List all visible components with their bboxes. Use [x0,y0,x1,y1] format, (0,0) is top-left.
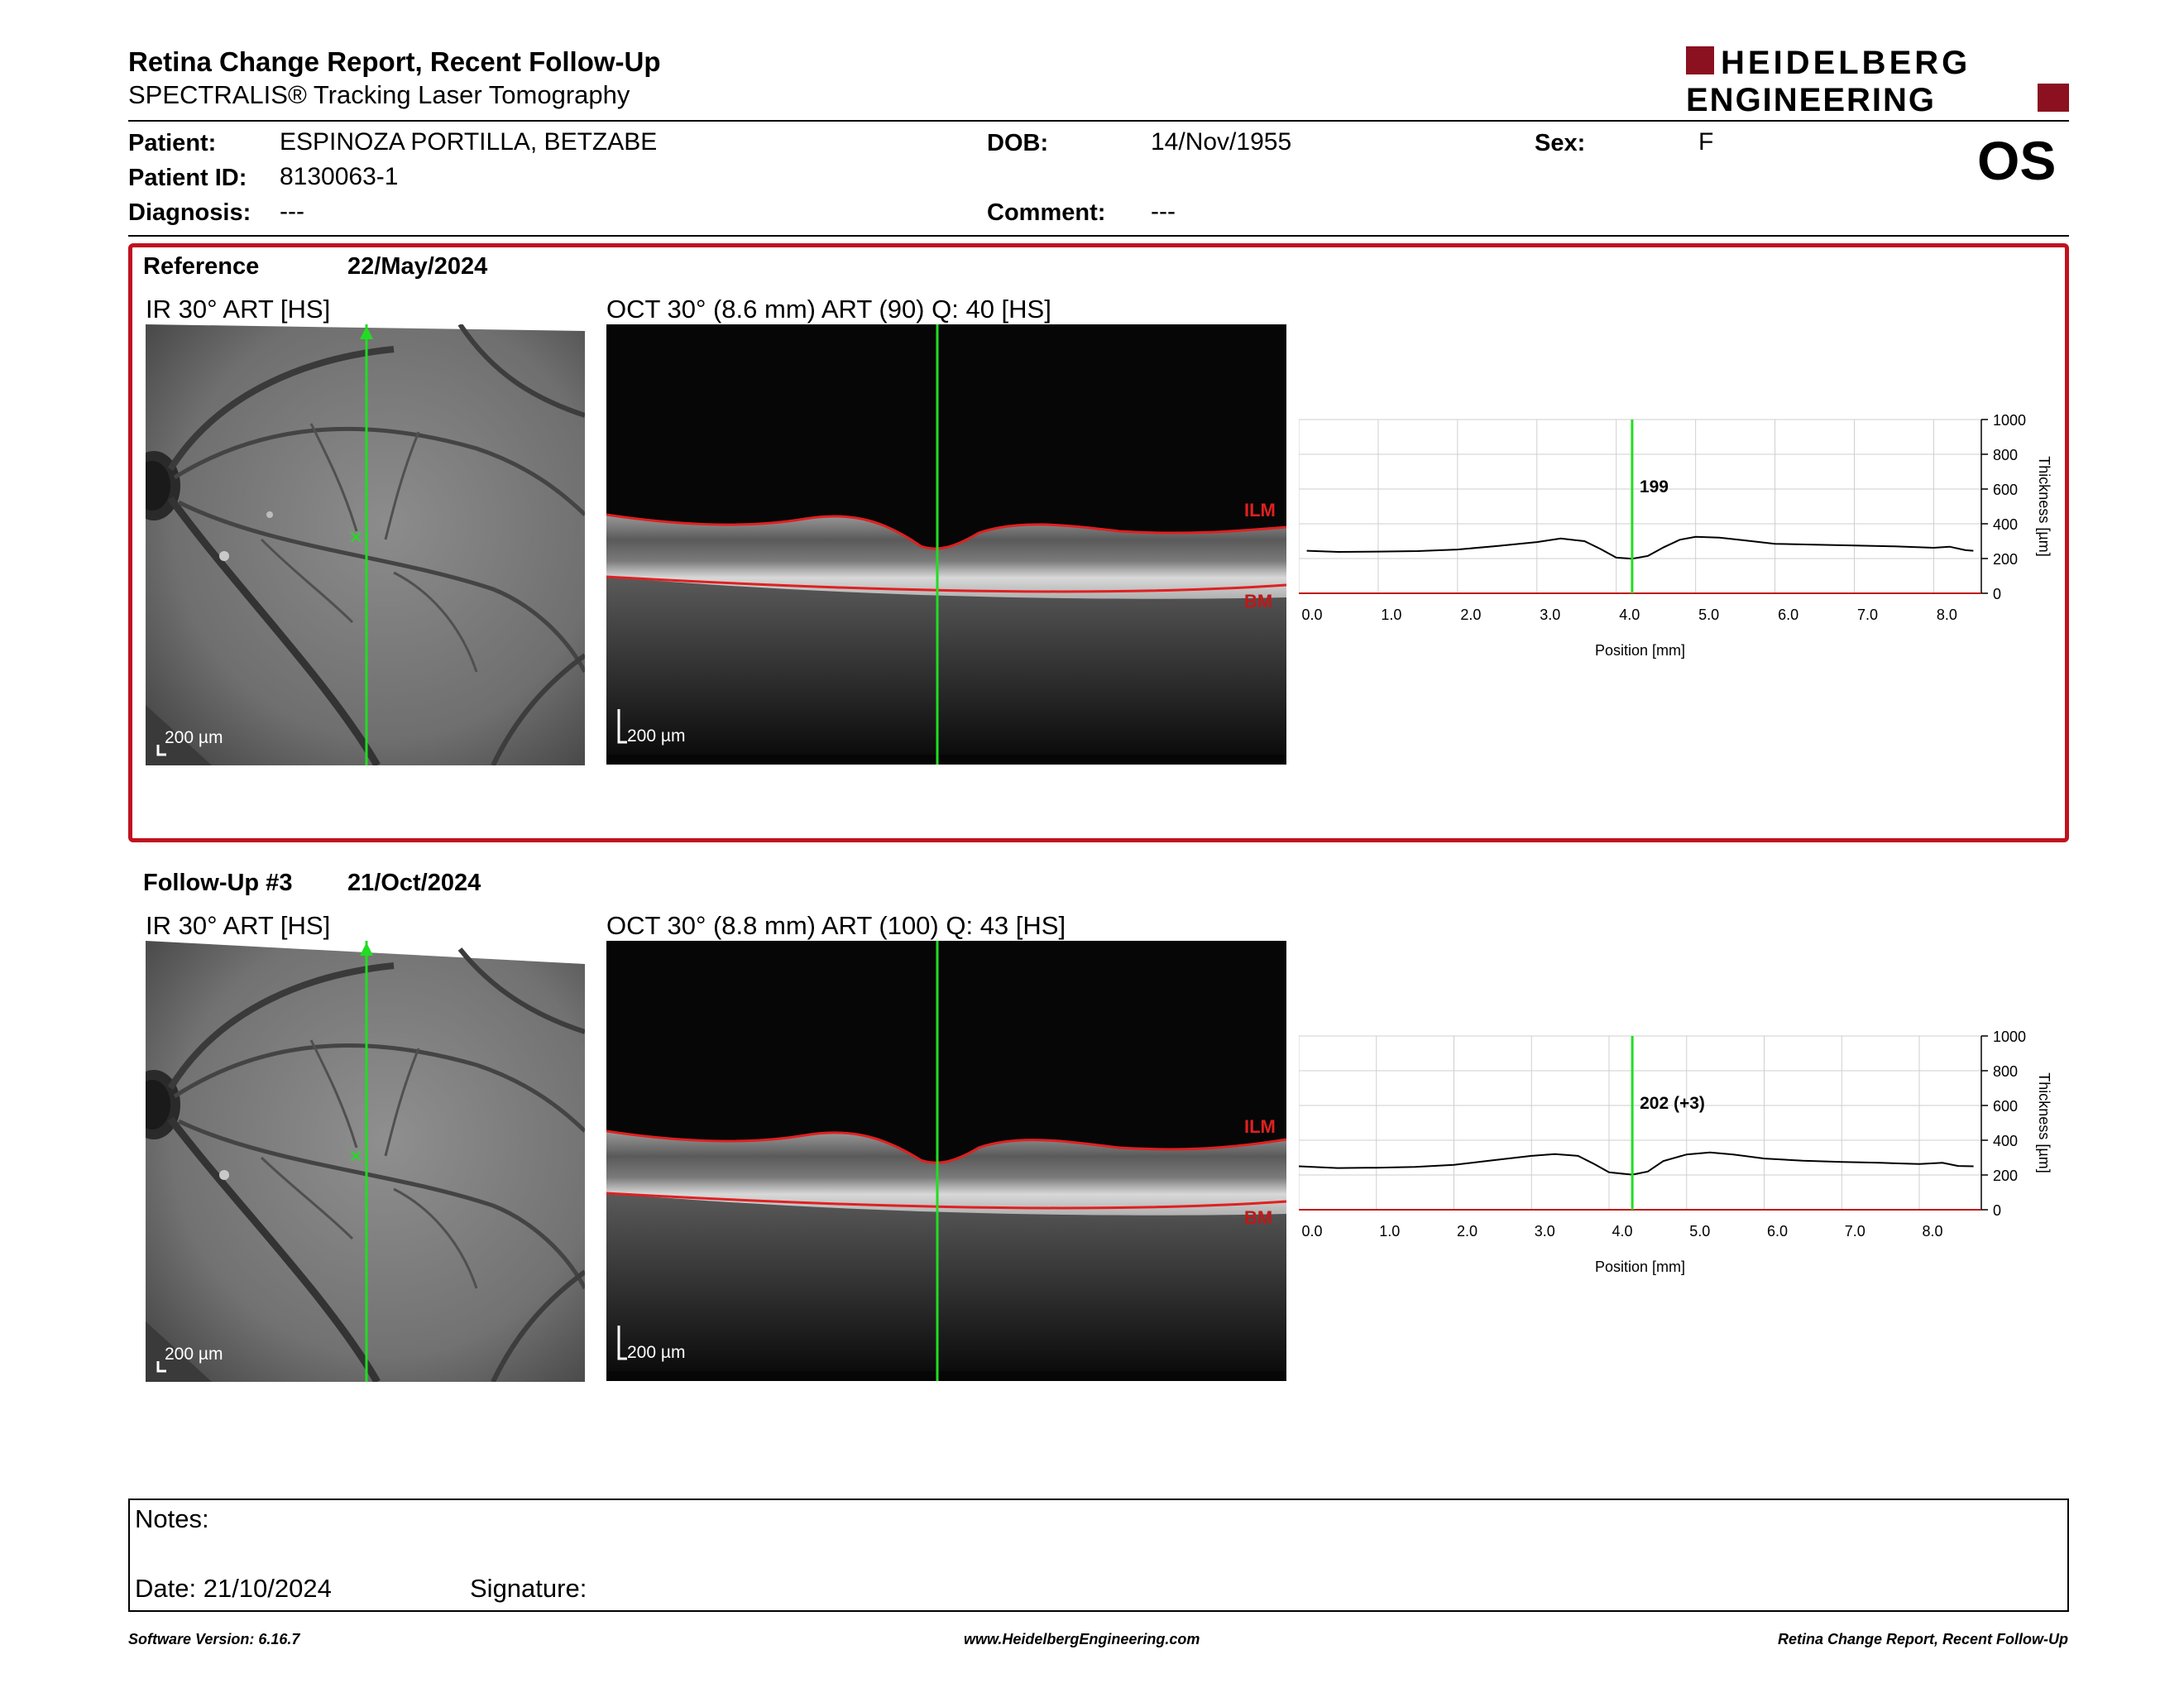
signature-label: Signature: [470,1574,587,1603]
followup-date: 21/Oct/2024 [347,870,481,896]
chart-y-tick-label: 400 [1993,516,2018,533]
chart-x-tick-label: 7.0 [1857,607,1878,623]
chart-x-tick-label: 8.0 [1937,607,1957,623]
chart-x-tick-label: 3.0 [1535,1223,1555,1240]
reference-title: Reference [143,253,260,280]
followup-ilm-label: ILM [1244,1116,1276,1137]
report-title: Retina Change Report, Recent Follow-Up [128,46,661,77]
followup-oct-bscan-image[interactable]: ILM BM 200 µm [606,941,1286,1381]
followup-thickness-chart: 0.0 1.0 2.0 3.0 4.0 5.0 6.0 7.0 8.0 0 200 400 600 800… [1298,1026,2060,1291]
reference-frame [128,243,2069,842]
chart-x-tick-label: 2.0 [1460,607,1481,623]
heidelberg-logo: HEIDELBERG ENGINEERING [1686,45,2069,118]
sex-value: F [1698,128,1714,156]
notes-date: Date: 21/10/2024 [135,1574,332,1603]
diagnosis-value: --- [280,198,304,225]
chart-x-tick-label: 1.0 [1379,1223,1400,1240]
chart-x-tick-label: 0.0 [1301,1223,1322,1240]
svg-text:✕: ✕ [348,527,363,548]
patient-name: ESPINOZA PORTILLA, BETZABE [280,128,658,156]
footer-software-version: Software Version: 6.16.7 [128,1631,300,1647]
footer-report-name: Retina Change Report, Recent Follow-Up [1777,1631,2068,1647]
comment-label: Comment: [987,199,1106,226]
chart-y-axis-label: Thickness [µm] [2036,456,2052,556]
dob-value: 14/Nov/1955 [1151,128,1292,156]
eye-laterality: OS [1977,130,2057,191]
logo-text-line1: HEIDELBERG [1721,45,1971,81]
notes-label: Notes: [135,1504,209,1533]
report-subtitle: SPECTRALIS® Tracking Laser Tomography [128,80,630,109]
chart-y-tick-label: 1000 [1993,412,2026,429]
chart-y-tick-label: 800 [1993,447,2018,463]
chart-y-tick-label: 600 [1993,1098,2018,1115]
footer-website-link[interactable]: www.HeidelbergEngineering.com [964,1631,1200,1647]
chart-x-axis-label: Position [mm] [1595,642,1685,659]
followup-ir-caption: IR 30° ART [HS] [146,911,331,940]
chart-y-tick-label: 200 [1993,551,2018,568]
header-divider [128,120,2069,122]
followup-ir-fundus-image[interactable]: ✕ 200 µm [146,941,585,1382]
chart-y-tick-label: 400 [1993,1133,2018,1149]
reference-oct-scale-bar: 200 µm [627,727,686,746]
followup-title: Follow-Up #3 [143,870,293,896]
logo-text-line2: ENGINEERING [1686,82,1936,114]
patient-divider [128,235,2069,237]
chart-x-tick-label: 5.0 [1698,607,1719,623]
followup-oct-scale-bar: 200 µm [627,1343,686,1362]
chart-x-tick-label: 3.0 [1540,607,1560,623]
thickness-series-line [1298,1151,1974,1176]
thickness-series-line [1306,535,1974,560]
notes-box[interactable] [128,1499,2069,1612]
chart-cursor-value-label: 199 [1640,477,1669,496]
chart-x-tick-label: 5.0 [1689,1223,1710,1240]
reference-bm-label: BM [1244,591,1273,611]
chart-x-tick-label: 6.0 [1778,607,1798,623]
reference-ir-caption: IR 30° ART [HS] [146,295,331,324]
chart-y-tick-label: 800 [1993,1063,2018,1080]
chart-cursor-value-label: 202 (+3) [1640,1094,1705,1113]
chart-y-tick-label: 600 [1993,482,2018,498]
reference-ir-fundus-image[interactable]: ✕ 200 µm [146,324,585,765]
sex-label: Sex: [1535,130,1586,156]
chart-x-tick-label: 8.0 [1922,1223,1942,1240]
followup-bm-label: BM [1244,1207,1273,1228]
chart-y-tick-label: 0 [1993,586,2001,602]
reference-thickness-chart: 0.0 1.0 2.0 3.0 4.0 5.0 6.0 7.0 8.0 0 200 400 600 800… [1298,410,2060,674]
svg-text:✕: ✕ [348,1146,363,1167]
chart-y-axis-label: Thickness [µm] [2036,1072,2052,1172]
chart-x-tick-label: 7.0 [1845,1223,1866,1240]
patient-id-label: Patient ID: [128,165,247,191]
chart-x-tick-label: 6.0 [1767,1223,1788,1240]
followup-ir-scale-bar: 200 µm [165,1345,223,1364]
dob-label: DOB: [987,130,1049,156]
followup-oct-caption: OCT 30° (8.8 mm) ART (100) Q: 43 [HS] [606,911,1066,940]
chart-x-axis-label: Position [mm] [1595,1259,1685,1275]
chart-x-tick-label: 0.0 [1301,607,1322,623]
patient-label: Patient: [128,130,217,156]
patient-id-value: 8130063-1 [280,163,399,190]
diagnosis-label: Diagnosis: [128,199,251,226]
chart-y-tick-label: 1000 [1993,1029,2026,1045]
comment-value: --- [1151,198,1176,225]
reference-date: 22/May/2024 [347,253,488,280]
chart-x-tick-label: 1.0 [1381,607,1401,623]
chart-x-tick-label: 4.0 [1612,1223,1632,1240]
chart-y-tick-label: 0 [1993,1202,2001,1219]
reference-oct-bscan-image[interactable]: ILM BM 200 µm [606,324,1286,765]
reference-ir-scale-bar: 200 µm [165,728,223,747]
reference-oct-caption: OCT 30° (8.6 mm) ART (90) Q: 40 [HS] [606,295,1051,324]
chart-x-tick-label: 2.0 [1457,1223,1478,1240]
chart-y-tick-label: 200 [1993,1168,2018,1184]
reference-ilm-label: ILM [1244,500,1276,520]
chart-x-tick-label: 4.0 [1619,607,1640,623]
